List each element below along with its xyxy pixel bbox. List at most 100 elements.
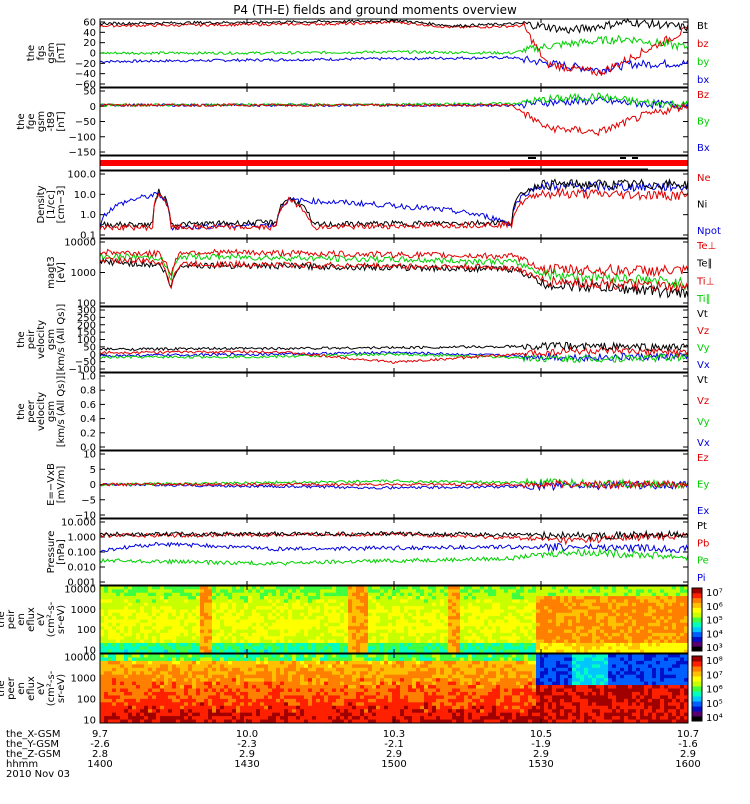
series-line-Pe — [100, 549, 688, 565]
legend-label: Vy — [697, 343, 710, 354]
legend-label: Bx — [697, 143, 710, 154]
y-tick-label: 0.100 — [67, 548, 96, 559]
y-tick-label: 50 — [83, 87, 96, 98]
legend-label: By — [697, 117, 710, 128]
legend-label: Ey — [697, 480, 709, 491]
legend-label: Npot — [697, 226, 721, 237]
panel-frame — [100, 19, 688, 87]
series-line-Bx — [100, 97, 688, 109]
panel-ylabel: Density[1/cc][cm−3] — [36, 185, 67, 223]
y-tick-label: 10000 — [64, 585, 96, 596]
y-tick-label: 0.010 — [67, 563, 96, 574]
y-tick-label: 10000 — [64, 653, 96, 664]
y-tick-label: 5 — [90, 465, 96, 476]
legend-label: Pb — [697, 538, 709, 549]
legend-label: Vx — [697, 438, 710, 449]
legend-label: Vy — [697, 417, 710, 428]
panel-4: Density[1/cc][cm−3]100.010.01.00.1NeNiNp… — [36, 170, 721, 242]
y-tick-label: 100.0 — [67, 170, 96, 181]
x-tick-value: 1600 — [675, 759, 700, 770]
y-tick-label: 100 — [77, 695, 96, 706]
quality-flag-bar — [100, 160, 688, 166]
series-line-Bz — [100, 103, 688, 135]
series-line-by — [100, 36, 688, 55]
y-tick-label: −150 — [69, 148, 96, 159]
legend-label: Ti⊥ — [696, 276, 714, 287]
panel-2: thefgegsm-t89[nT] 50 0 −50 −100 −150 Bz By Bx — [16, 87, 710, 159]
colorbar-label: 10⁶ — [706, 685, 723, 696]
legend-label: bz — [697, 39, 709, 50]
series-line-Ti∥ — [100, 253, 688, 289]
legend-label: by — [697, 57, 709, 68]
y-tick-label: 1000 — [71, 674, 96, 685]
x-tick-value: 1530 — [528, 759, 553, 770]
y-tick-label: 0.8 — [80, 386, 96, 397]
legend-label: Vz — [697, 326, 709, 337]
panel-frame — [100, 239, 688, 306]
y-tick-label: 1000 — [71, 605, 96, 616]
figure-title: P4 (TH-E) fields and ground moments over… — [233, 3, 517, 17]
y-tick-label: 10.000 — [61, 518, 96, 529]
colorbar-label: 10⁶ — [706, 602, 723, 613]
legend-label: Te∥ — [696, 259, 713, 270]
x-row-label: 2010 Nov 03 — [6, 769, 70, 780]
legend-label: Ni — [697, 200, 707, 211]
legend-label: Pe — [697, 556, 709, 567]
legend-label: Bz — [697, 90, 709, 101]
legend-label: Ez — [697, 453, 709, 464]
colorbar-label: 10³ — [706, 643, 723, 654]
legend-label: Vx — [697, 360, 710, 371]
y-tick-label: 100 — [77, 625, 96, 636]
y-tick-label: −50 — [75, 117, 96, 128]
y-tick-label: 10 — [83, 716, 96, 727]
panel-ylabel: Pressure[nPa] — [46, 531, 67, 574]
legend-label: Ex — [697, 506, 709, 517]
legend-label: Bt — [697, 21, 708, 32]
y-tick-label: 1000 — [71, 268, 96, 279]
y-tick-label: 10 — [83, 450, 96, 461]
panel-7: thepeervelocitygsm[km/s (All Qs)]1.00.80… — [16, 372, 710, 454]
panels-group: thefgsgsm[nT]6040200−20−40−60Btbzbybxthe… — [0, 18, 723, 727]
y-tick-label: 1.000 — [67, 533, 96, 544]
y-tick-label: 10000 — [64, 238, 96, 249]
y-tick-label: 1.0 — [80, 372, 96, 383]
panel-ylabel: thefgegsm-t89[nT] — [16, 111, 67, 132]
panel-3 — [100, 156, 688, 170]
panel-frame — [100, 88, 688, 155]
panel-6: thepeirvelocitygsm[km/s (All Qs)]3002502… — [16, 304, 710, 376]
y-tick-label: −5 — [81, 495, 96, 506]
panel-frame — [100, 307, 688, 372]
panel-9: Pressure[nPa]10.0001.0000.1000.0100.001P… — [46, 518, 709, 589]
panel-frame — [100, 373, 688, 450]
y-tick-label: −100 — [69, 132, 96, 143]
colorbar-label: 10⁴ — [706, 713, 723, 724]
panel-ylabel: thepeerenefluxeV(cm²-s-sr-eV) — [0, 670, 67, 706]
panel-10: thepeirenefluxeV(cm²-s-sr-eV) 10000 1000 10… — [0, 585, 723, 657]
series-line-Ey — [100, 479, 688, 488]
y-tick-label: 10.0 — [74, 190, 96, 201]
series-line-bz — [100, 21, 688, 76]
colorbar-label: 10⁷ — [706, 588, 723, 599]
y-tick-label: 0.4 — [80, 414, 96, 425]
panel-ylabel: thefgsgsm[nT] — [26, 42, 67, 63]
y-tick-label: 0 — [90, 480, 96, 491]
y-tick-label: 0 — [90, 102, 96, 113]
colorbar-label: 10⁸ — [706, 656, 723, 667]
panel-11: thepeerenefluxeV(cm²-s-sr-eV) 10000 1000 10… — [0, 653, 723, 727]
y-tick-label: 0.2 — [80, 428, 96, 439]
panel-ylabel: magt3[eV] — [46, 256, 67, 289]
legend-label: Te⊥ — [696, 241, 716, 252]
colorbar-label: 10⁴ — [706, 629, 723, 640]
x-tick-value: 1500 — [381, 759, 406, 770]
x-tick-value: 1430 — [234, 759, 259, 770]
colorbar-label: 10⁵ — [706, 616, 723, 627]
y-tick-label: 1.0 — [80, 210, 96, 221]
panel-ylabel: thepeirenefluxeV(cm²-s-sr-eV) — [0, 601, 67, 637]
legend-label: Pt — [697, 521, 707, 532]
legend-label: Vz — [697, 396, 709, 407]
